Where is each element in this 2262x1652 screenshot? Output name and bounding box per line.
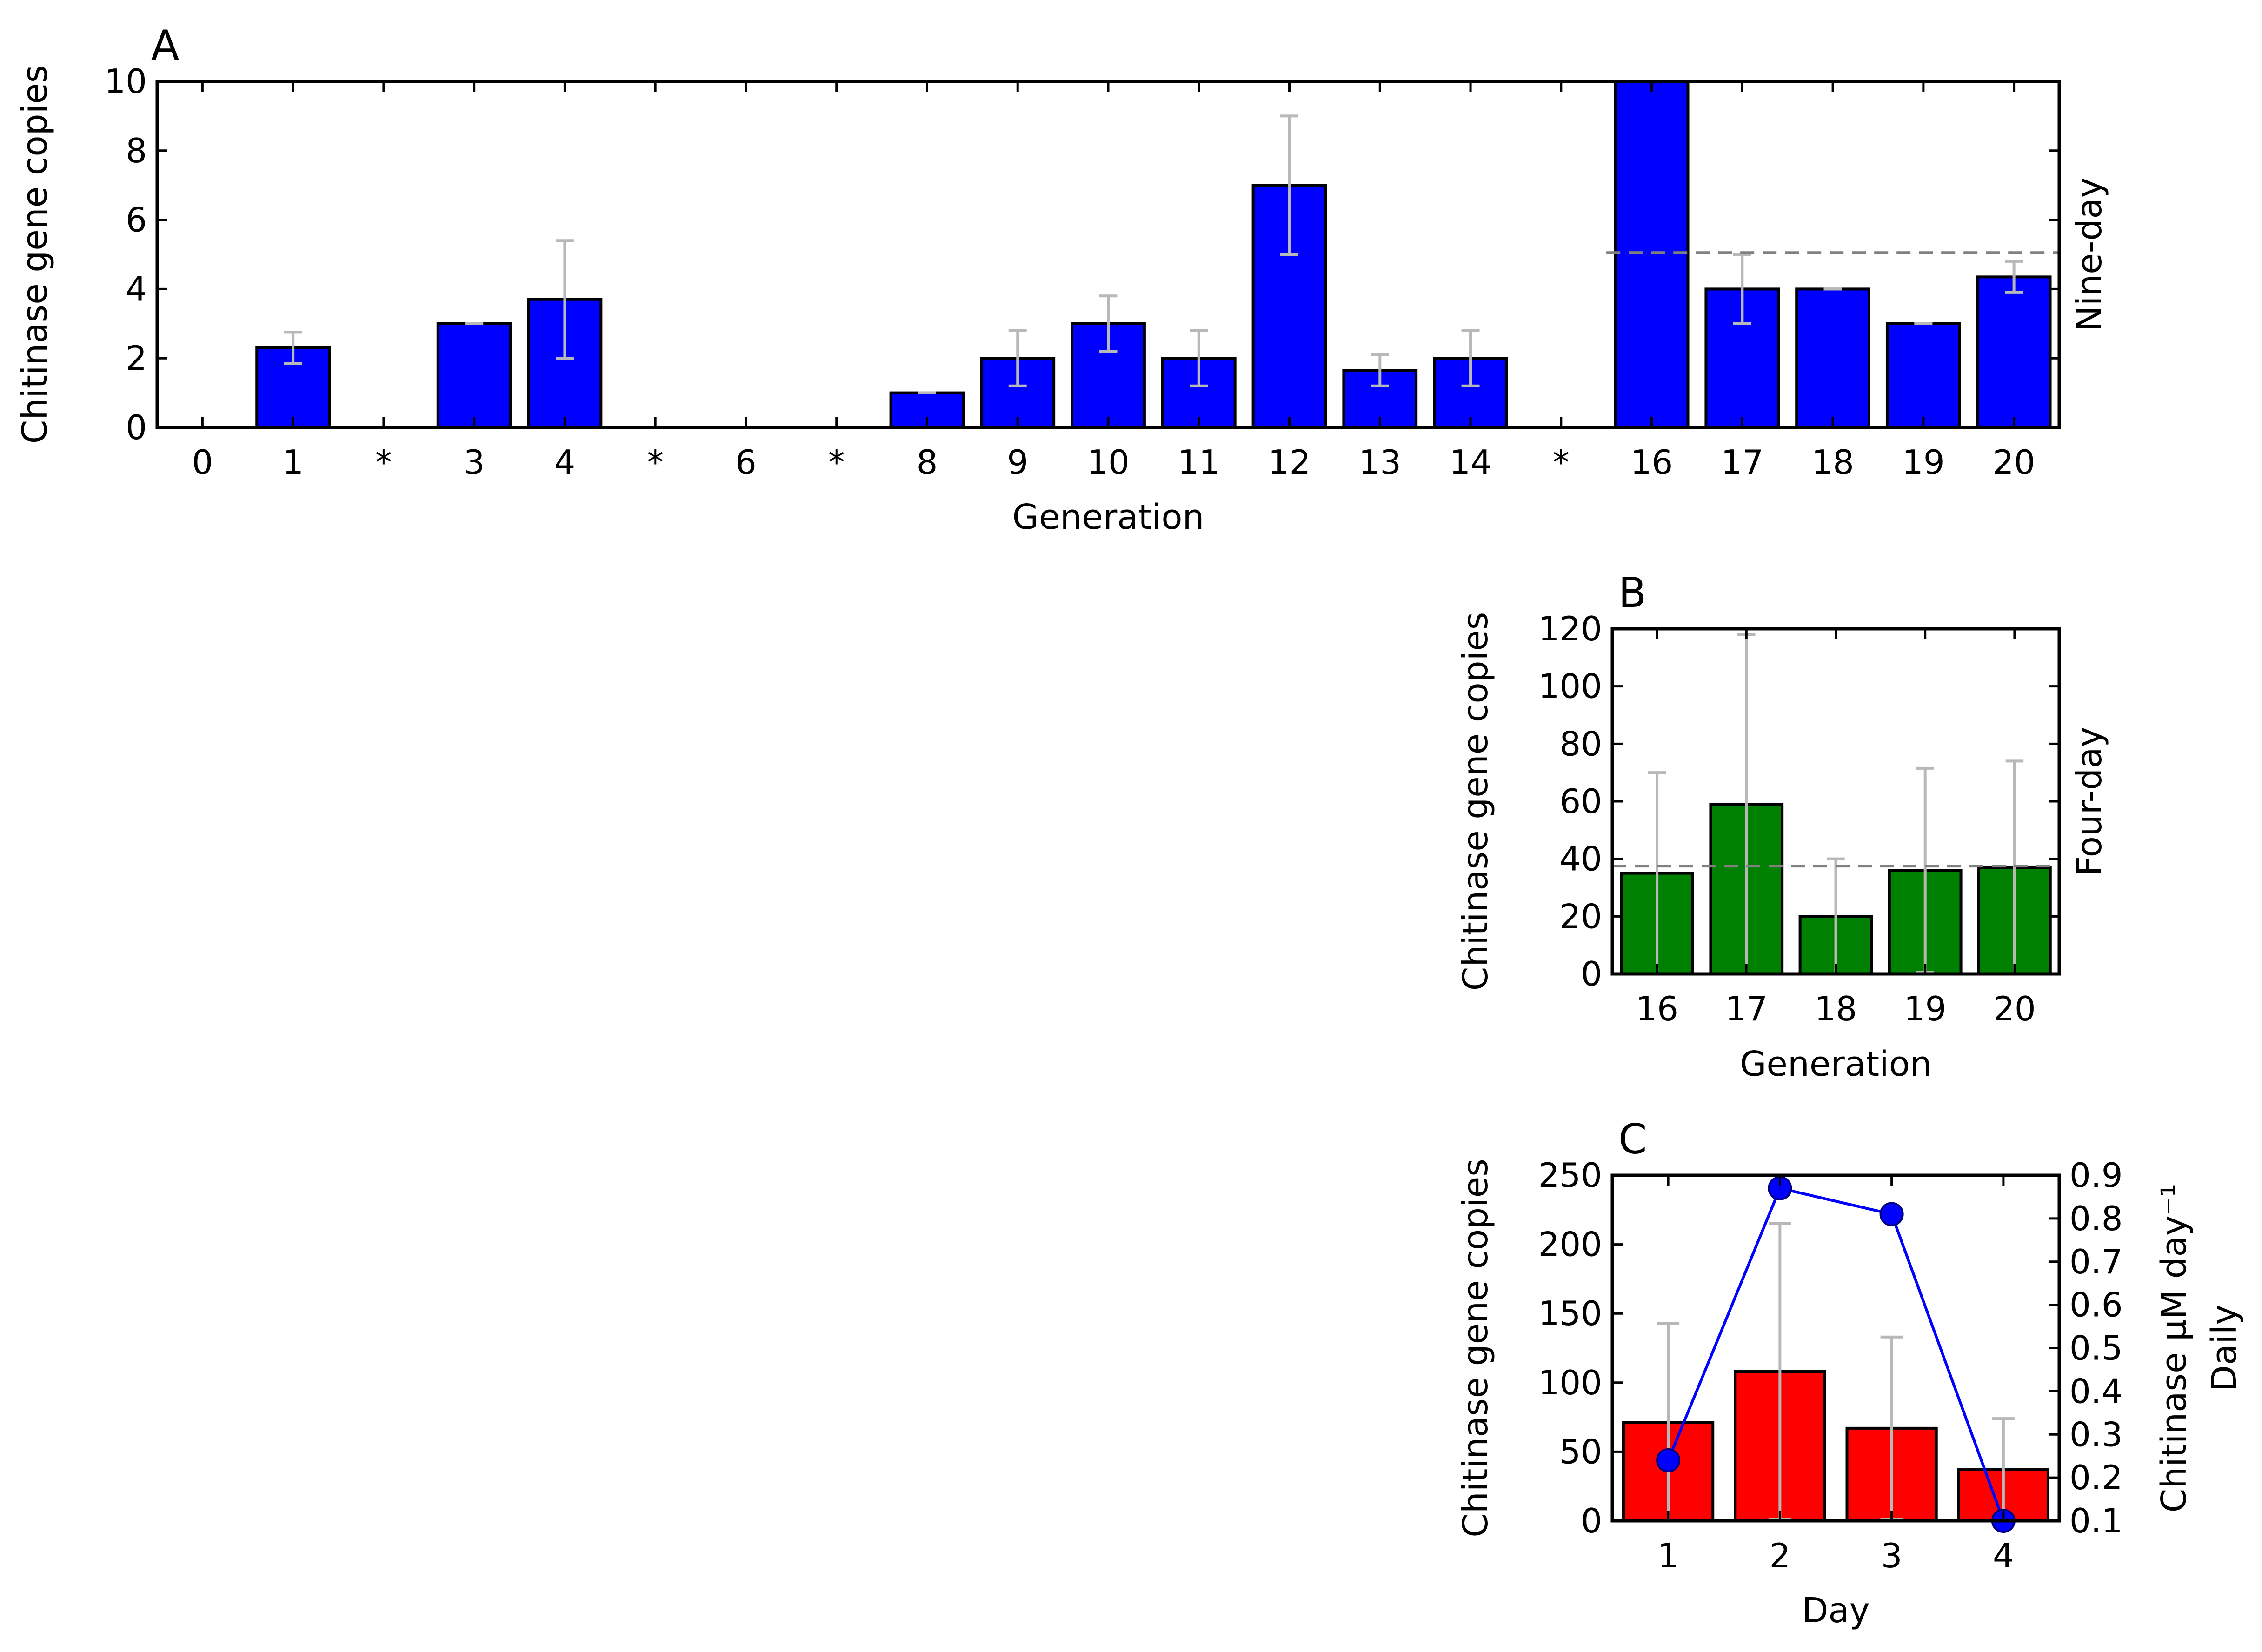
x-tick-label: 19	[1902, 443, 1945, 482]
bar-3	[436, 322, 512, 429]
y-tick-label: 120	[1538, 609, 1602, 648]
x-tick-label: 1	[1657, 1536, 1679, 1575]
x-tick-label: 18	[1811, 443, 1854, 482]
bar-20	[1976, 275, 2052, 429]
panel-a: 0 2 4 6 8 10 0 1 * 3 4 * 6 * 8 9 10 11 12 13 14 * 16 17 18 19 20 Ge…	[15, 21, 2109, 537]
x-tick-label: 3	[1881, 1536, 1903, 1575]
y-axis-label: Chitinase gene copies	[1456, 612, 1496, 991]
y-tick-label: 40	[1559, 839, 1602, 879]
x-axis-label: Day	[1802, 1591, 1869, 1631]
error-bars	[1648, 633, 2024, 974]
bar-16	[1614, 80, 1690, 429]
x-tick-label: 17	[1721, 443, 1764, 482]
x-tick-label: 9	[1007, 443, 1028, 482]
x-tick-label: 19	[1904, 989, 1947, 1028]
x-tick-label: 4	[554, 443, 576, 482]
y2-tick-label: 0.1	[2069, 1501, 2123, 1540]
y2-axis-label: Chitinase μM day⁻¹	[2154, 1184, 2194, 1513]
y-tick-label: 4	[126, 269, 147, 308]
error-bars	[284, 80, 2023, 394]
right-axis-label: Nine-day	[2069, 177, 2109, 331]
y-tick-label: 250	[1538, 1156, 1602, 1195]
rate-point-1	[1656, 1448, 1681, 1472]
y2-tick-label: 0.2	[2069, 1458, 2123, 1497]
x-tick-label: 12	[1268, 443, 1311, 482]
x-tick-label: 14	[1449, 443, 1492, 482]
bar-18	[1795, 287, 1870, 429]
x-tick-label: 11	[1178, 443, 1220, 482]
y2-tick-label: 0.3	[2069, 1415, 2123, 1454]
x-tick-label: 0	[192, 443, 213, 482]
error-bars	[1657, 1222, 2015, 1521]
y-tick-label: 80	[1559, 724, 1602, 763]
y-tick-label: 0	[1581, 1501, 1602, 1540]
x-tick-label: 10	[1087, 443, 1130, 482]
y2-axis-label-daily: Daily	[2204, 1305, 2244, 1392]
x-tick-label: 20	[1993, 443, 2036, 482]
plot-frame	[1610, 1173, 2061, 1523]
x-tick-label: 6	[735, 443, 757, 482]
x-tick-label: *	[1553, 443, 1570, 482]
y-tick-label: 0	[126, 408, 147, 447]
x-axis-label: Generation	[1740, 1044, 1932, 1084]
panel-c: 0.1 0.2 0.3 0.4 0.5 0.6 0.7 0.8 0.9 Chitinase μM …	[1456, 1115, 2244, 1631]
bar-9	[980, 357, 1056, 429]
x-tick-label: 20	[1993, 989, 2036, 1028]
y-tick-label: 10	[104, 62, 147, 101]
x-tick-label: *	[647, 443, 664, 482]
rate-point-3	[1879, 1202, 1904, 1226]
right-axis-label: Four-day	[2069, 727, 2109, 876]
y-tick-label: 20	[1559, 897, 1602, 936]
y-tick-label: 200	[1538, 1225, 1602, 1264]
y2-tick-label: 0.4	[2069, 1372, 2123, 1411]
y2-tick-label: 0.7	[2069, 1242, 2123, 1281]
y-axis-label: Chitinase gene copies	[15, 65, 55, 444]
y-tick-label: 6	[126, 200, 147, 240]
x-tick-label: *	[375, 443, 392, 482]
bars	[255, 80, 2052, 429]
x-tick-label: 17	[1725, 989, 1768, 1028]
x-axis-label: Generation	[1012, 497, 1204, 537]
x-tick-label: 8	[917, 443, 938, 482]
panel-letter: B	[1618, 569, 1646, 617]
y-tick-label: 150	[1538, 1294, 1602, 1333]
y2-tick-label: 0.5	[2069, 1329, 2123, 1368]
y2-tick-label: 0.9	[2069, 1156, 2123, 1195]
y-tick-label: 60	[1559, 782, 1602, 821]
panel-letter: C	[1618, 1115, 1647, 1163]
panel-b: 0 20 40 60 80 100 120 16 17 18 19 20 Generation Chiti…	[1456, 569, 2109, 1084]
panel-letter: A	[151, 21, 179, 69]
x-tick-label: 2	[1769, 1536, 1790, 1575]
y-tick-label: 2	[126, 339, 147, 378]
rate-line	[1667, 1186, 2005, 1522]
x-tick-label: 1	[282, 443, 304, 482]
y-tick-label: 100	[1538, 667, 1602, 706]
x-tick-label: 3	[464, 443, 485, 482]
y-tick-label: 0	[1581, 954, 1602, 993]
bars	[1622, 1370, 2049, 1523]
y-tick-label: 100	[1538, 1363, 1602, 1402]
bar-19	[1885, 322, 1961, 429]
y2-tick-label: 0.8	[2069, 1199, 2123, 1238]
x-tick-label: 16	[1636, 989, 1678, 1028]
y-tick-label: 8	[126, 131, 147, 170]
y2-tick-label: 0.6	[2069, 1286, 2123, 1325]
x-tick-label: *	[828, 443, 845, 482]
x-tick-label: 18	[1815, 989, 1857, 1028]
x-tick-label: 4	[1993, 1536, 2014, 1575]
x-tick-label: 16	[1630, 443, 1673, 482]
y-tick-label: 50	[1559, 1432, 1602, 1471]
x-tick-label: 13	[1358, 443, 1401, 482]
y-axis-label: Chitinase gene copies	[1456, 1159, 1496, 1538]
